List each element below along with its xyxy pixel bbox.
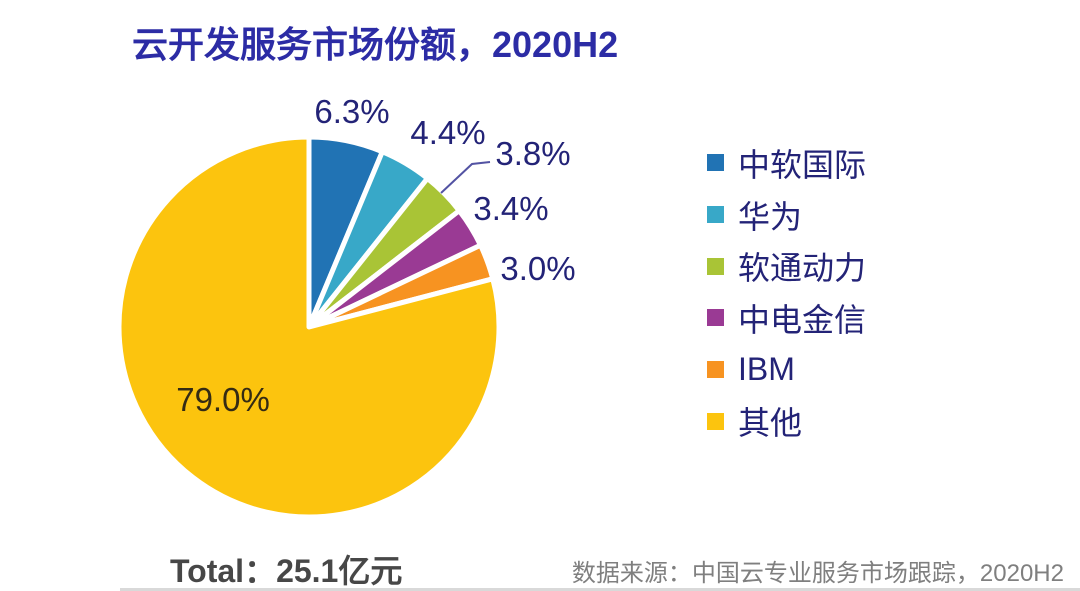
legend-label: 软通动力 <box>738 250 867 287</box>
legend-label: 其他 <box>738 405 803 442</box>
total-label: Total：25.1亿元 <box>170 553 403 589</box>
legend-label: 华为 <box>738 198 803 235</box>
legend-label: 中软国际 <box>738 146 867 183</box>
legend-label: IBM <box>738 351 795 388</box>
legend-swatch-icon <box>707 361 724 379</box>
data-source: 数据来源：中国云专业服务市场跟踪，2020H2 <box>571 560 1064 587</box>
pie-value-label: 3.4% <box>473 190 549 227</box>
bottom-divider <box>120 588 1080 591</box>
leader-line <box>440 161 491 194</box>
pie-value-label: 3.8% <box>495 135 571 172</box>
pie-value-label: 3.0% <box>500 250 576 287</box>
legend-item: IBM <box>707 344 866 396</box>
pie-value-label: 4.4% <box>410 114 486 151</box>
legend-swatch-icon <box>707 154 724 172</box>
chart-title: 云开发服务市场份额，2020H2 <box>132 24 619 65</box>
legend-swatch-icon <box>707 309 724 327</box>
pie-value-label: 6.3% <box>314 93 390 130</box>
legend-item: 软通动力 <box>707 240 866 292</box>
legend-item: 中软国际 <box>707 137 866 189</box>
legend-item: 华为 <box>707 189 866 241</box>
legend-swatch-icon <box>707 257 724 275</box>
legend-swatch-icon <box>707 206 724 224</box>
legend-item: 中电金信 <box>707 292 866 344</box>
legend-label: 中电金信 <box>738 301 867 338</box>
pie-slice <box>116 134 502 520</box>
pie-value-label: 79.0% <box>176 381 270 418</box>
legend-swatch-icon <box>707 412 724 430</box>
legend: 中软国际华为软通动力中电金信 IBM 其他 <box>707 137 866 447</box>
legend-item: 其他 <box>707 395 866 447</box>
